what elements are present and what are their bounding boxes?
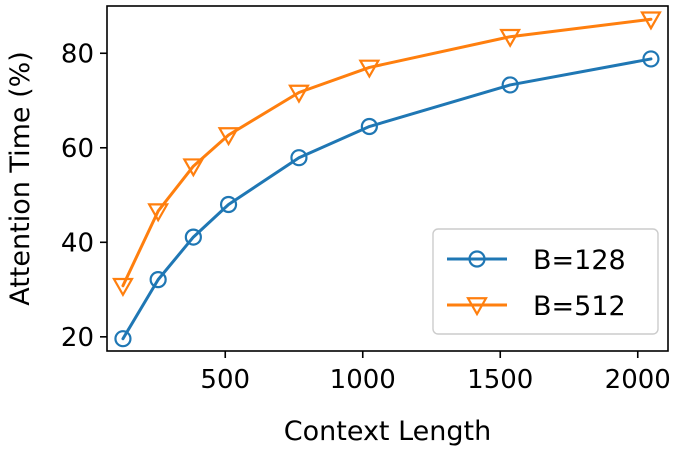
data-point: [499, 28, 522, 48]
data-point: [290, 149, 308, 167]
series-B=512: [112, 11, 662, 297]
series-B=128: [114, 50, 660, 348]
y-tick-label: 40: [61, 228, 94, 258]
x-axis-title: Context Length: [284, 416, 491, 447]
data-point: [182, 158, 205, 178]
data-point: [184, 228, 202, 246]
data-point: [112, 277, 134, 297]
data-point: [640, 11, 662, 31]
data-point: [501, 76, 519, 94]
x-tick-label: 500: [200, 365, 250, 395]
data-point: [114, 330, 132, 348]
data-point: [219, 195, 238, 214]
data-point: [360, 117, 378, 136]
y-axis-title: Attention Time (%): [5, 51, 36, 306]
legend-label: B=512: [533, 291, 626, 322]
axes: 500 1000 1500 2000 20 40 60 80: [61, 39, 671, 395]
legend-label: B=128: [533, 245, 626, 276]
y-tick-label: 20: [61, 323, 94, 353]
legend-item: B=128: [447, 245, 626, 276]
data-point: [147, 203, 170, 223]
y-tick-label: 80: [61, 39, 94, 69]
x-tick-label: 2000: [605, 365, 671, 395]
data-point: [642, 50, 660, 68]
data-point: [288, 84, 310, 104]
x-tick-label: 1000: [330, 365, 396, 395]
plot-area: [112, 11, 662, 348]
x-tick-label: 1500: [467, 365, 533, 395]
legend-marker: [468, 250, 486, 268]
plot-frame: [106, 5, 669, 352]
legend-box: [432, 228, 659, 335]
legend: B=128 B=512: [432, 228, 659, 335]
legend-item: B=512: [447, 291, 626, 322]
series-line: [121, 57, 653, 341]
legend-marker: [466, 297, 488, 317]
data-point: [149, 271, 167, 289]
data-point: [358, 59, 381, 79]
y-tick-label: 60: [61, 134, 94, 164]
data-point: [217, 127, 240, 147]
